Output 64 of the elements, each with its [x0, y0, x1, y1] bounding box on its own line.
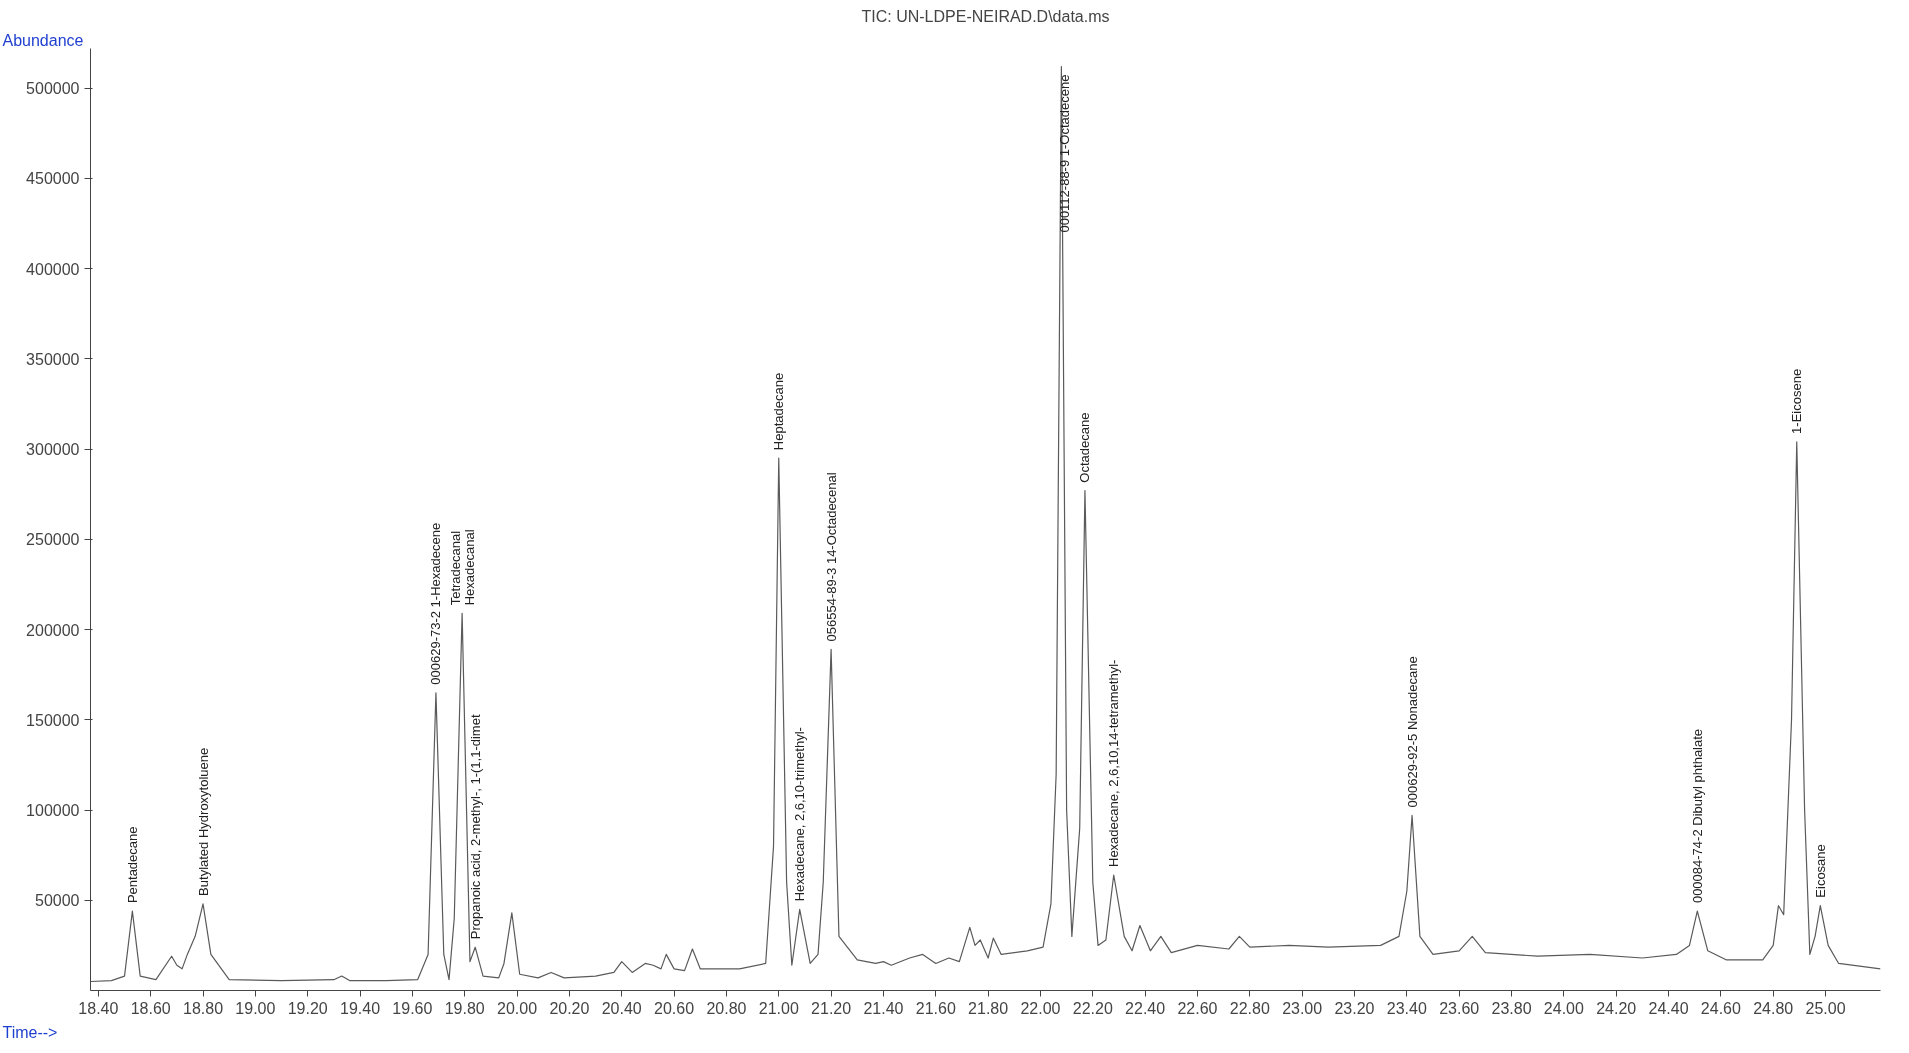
x-tick-label: 22.80	[1229, 999, 1270, 1017]
x-tick-label: 20.80	[706, 999, 747, 1017]
annotation: 000629-92-5 Nonadecane	[1404, 656, 1420, 808]
y-tick-label: 50000	[35, 892, 80, 910]
x-tick-label: 22.20	[1072, 999, 1113, 1017]
x-tick-label: 19.20	[287, 999, 328, 1017]
annotation: 000629-73-2 1-Hexadecene	[428, 522, 444, 685]
annotation: Hexadecane, 2,6,10-trimethyl-	[792, 727, 808, 902]
x-tick-label: 24.00	[1543, 999, 1584, 1017]
y-tick-label: 450000	[26, 170, 80, 188]
x-tick-label: 23.00	[1282, 999, 1323, 1017]
chart-title: TIC: UN-LDPE-NEIRAD.D\data.ms	[861, 7, 1110, 25]
y-tick-label: 100000	[26, 802, 80, 820]
annotation: Octadecane	[1077, 412, 1093, 483]
annotation: Hexadecane, 2,6,10,14-tetramethyl-	[1106, 659, 1122, 868]
x-tick-label: 23.60	[1439, 999, 1480, 1017]
y-tick-label: 350000	[26, 350, 80, 368]
annotation: 1-Eicosene	[1789, 368, 1805, 434]
annotation: 000084-74-2 Dibutyl phthalate	[1689, 728, 1705, 904]
y-axis-title: Abundance	[2, 31, 84, 49]
line-series	[90, 65, 1881, 983]
x-tick-label: 24.20	[1596, 999, 1637, 1017]
x-tick-label: 19.80	[444, 999, 485, 1017]
x-tick-label: 21.40	[863, 999, 904, 1017]
y-tick-label: 400000	[26, 260, 80, 278]
annotation: 000112-88-9 1-Octadecene	[1057, 74, 1073, 233]
x-tick-label: 20.00	[497, 999, 538, 1017]
x-tick-label: 23.40	[1386, 999, 1427, 1017]
y-tick-label: 200000	[26, 621, 80, 639]
y-tick-label: 300000	[26, 441, 80, 459]
x-tick-label: 21.80	[968, 999, 1009, 1017]
x-tick-label: 20.20	[549, 999, 590, 1017]
x-tick-label: 18.80	[183, 999, 224, 1017]
x-tick-label: 23.80	[1491, 999, 1532, 1017]
x-tick-label: 23.20	[1334, 999, 1375, 1017]
annotation: Pentadecane	[124, 826, 140, 904]
x-tick-label: 20.40	[601, 999, 642, 1017]
x-tick-label: 19.40	[340, 999, 381, 1017]
annotation: Propanoic acid, 2-methyl-, 1-(1,1-dimet	[467, 714, 483, 940]
x-tick-label: 25.00	[1805, 999, 1846, 1017]
annotation: Heptadecane	[771, 372, 787, 451]
x-tick-label: 22.60	[1177, 999, 1218, 1017]
x-tick-label: 19.60	[392, 999, 433, 1017]
x-tick-label: 24.80	[1753, 999, 1794, 1017]
annotation: Butylated Hydroxytoluene	[195, 747, 211, 896]
x-tick-label: 21.20	[811, 999, 852, 1017]
x-tick-label: 24.60	[1700, 999, 1741, 1017]
annotation: Hexadecanal	[461, 529, 477, 606]
x-tick-label: 19.00	[235, 999, 276, 1017]
y-tick-label: 150000	[26, 711, 80, 729]
x-tick-label: 24.40	[1648, 999, 1689, 1017]
x-tick-label: 18.40	[78, 999, 119, 1017]
x-tick-label: 21.00	[758, 999, 799, 1017]
annotation: 056554-89-3 14-Octadecenal	[823, 472, 839, 642]
y-tick-label: 500000	[26, 80, 80, 98]
annotation: Eicosane	[1812, 844, 1828, 898]
x-tick-label: 21.60	[915, 999, 956, 1017]
x-tick-label: 22.00	[1020, 999, 1061, 1017]
x-tick-label: 22.40	[1125, 999, 1166, 1017]
y-tick-label: 250000	[26, 531, 80, 549]
x-tick-label: 20.60	[654, 999, 695, 1017]
annotation: Tetradecanal	[447, 530, 463, 606]
x-tick-label: 18.60	[130, 999, 171, 1017]
x-axis-title: Time-->	[2, 1023, 58, 1041]
